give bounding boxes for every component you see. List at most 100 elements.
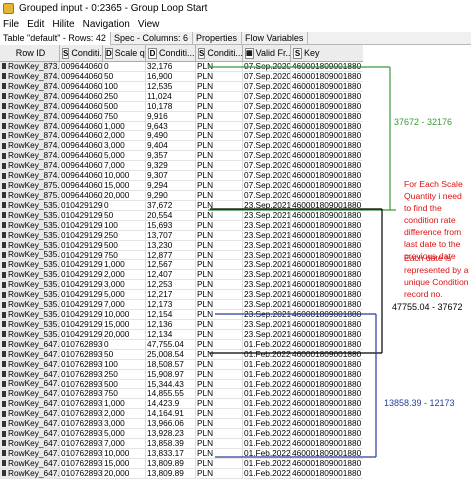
- cell-valid-from[interactable]: 01.Feb.2022: [244, 389, 291, 399]
- cell-scale-quantity[interactable]: 20,000: [103, 468, 146, 478]
- cell-row-id[interactable]: RowKey_535...: [0, 210, 60, 220]
- cell-condition-rate[interactable]: 12,217: [146, 290, 196, 300]
- cell-currency[interactable]: PLN: [196, 379, 243, 389]
- cell-condition-rate[interactable]: 32,176: [146, 62, 196, 71]
- cell-row-id[interactable]: RowKey_874...: [0, 131, 60, 141]
- cell-valid-from[interactable]: 07.Sep.2020: [244, 171, 291, 181]
- cell-condition-rate[interactable]: 13,928.23: [146, 429, 196, 439]
- table-row[interactable]: RowKey_647... 0107628937 7,000 13,858.39 PLN…: [0, 439, 363, 449]
- cell-condition-record[interactable]: 0104291290: [61, 200, 103, 210]
- table-row[interactable]: RowKey_647... 0107628937 0 47,755.04 PLN 01.F…: [0, 339, 363, 350]
- cell-scale-quantity[interactable]: 2,000: [103, 409, 146, 419]
- cell-row-id[interactable]: RowKey_647...: [0, 399, 60, 409]
- cell-currency[interactable]: PLN: [196, 310, 243, 319]
- cell-valid-from[interactable]: 23.Sep.2021: [244, 280, 291, 290]
- cell-condition-rate[interactable]: 15,344.43: [146, 379, 196, 389]
- cell-valid-from[interactable]: 01.Feb.2022: [244, 399, 291, 409]
- cell-currency[interactable]: PLN: [196, 161, 243, 171]
- cell-currency[interactable]: PLN: [196, 389, 243, 399]
- cell-scale-quantity[interactable]: 750: [103, 111, 146, 121]
- cell-valid-from[interactable]: 23.Sep.2021: [244, 220, 291, 230]
- table-row[interactable]: RowKey_647... 0107628937 250 15,908.97 PLN 01…: [0, 369, 363, 380]
- cell-key[interactable]: 460001809001880: [292, 458, 362, 468]
- table-row[interactable]: RowKey_535... 0104291290 2,000 12,407 PLN 23.…: [0, 270, 363, 281]
- cell-row-id[interactable]: RowKey_647...: [0, 409, 60, 419]
- table-row[interactable]: RowKey_647... 0107628937 2,000 14,164.91 PLN…: [0, 409, 363, 420]
- cell-currency[interactable]: PLN: [196, 71, 243, 81]
- cell-scale-quantity[interactable]: 50: [103, 349, 146, 359]
- cell-key[interactable]: 460001809001880: [292, 369, 362, 379]
- cell-condition-record[interactable]: 0096440608: [61, 161, 103, 171]
- cell-key[interactable]: 460001809001880: [292, 240, 362, 250]
- cell-currency[interactable]: PLN: [196, 62, 243, 71]
- column-header-condition-rate[interactable]: D Conditi...: [146, 45, 196, 61]
- cell-condition-rate[interactable]: 16,900: [146, 71, 196, 81]
- cell-row-id[interactable]: RowKey_535...: [0, 250, 60, 260]
- cell-condition-record[interactable]: 0104291290: [61, 329, 103, 339]
- cell-condition-rate[interactable]: 12,253: [146, 280, 196, 290]
- table-row[interactable]: RowKey_535... 0104291290 500 13,230 PLN 23.Se…: [0, 240, 363, 251]
- cell-condition-record[interactable]: 0104291290: [61, 260, 103, 270]
- cell-currency[interactable]: PLN: [196, 111, 243, 121]
- column-header-key[interactable]: S Key: [293, 47, 320, 59]
- cell-valid-from[interactable]: 23.Sep.2021: [244, 310, 291, 319]
- tab-flow-variables[interactable]: Flow Variables: [242, 32, 309, 45]
- cell-valid-from[interactable]: 01.Feb.2022: [244, 349, 291, 359]
- cell-currency[interactable]: PLN: [196, 151, 243, 161]
- cell-valid-from[interactable]: 07.Sep.2020: [244, 81, 291, 91]
- table-row[interactable]: RowKey_535... 0104291290 250 13,707 PLN 23.Se…: [0, 230, 363, 241]
- cell-key[interactable]: 460001809001880: [292, 329, 362, 339]
- menu-file[interactable]: File: [3, 19, 20, 30]
- table-row[interactable]: RowKey_647... 0107628937 50 25,008.54 PLN 01.…: [0, 349, 363, 360]
- cell-row-id[interactable]: RowKey_535...: [0, 220, 60, 230]
- cell-currency[interactable]: PLN: [196, 349, 243, 359]
- cell-currency[interactable]: PLN: [196, 200, 243, 210]
- cell-currency[interactable]: PLN: [196, 141, 243, 151]
- cell-valid-from[interactable]: 01.Feb.2022: [244, 429, 291, 439]
- cell-currency[interactable]: PLN: [196, 270, 243, 280]
- cell-valid-from[interactable]: 07.Sep.2020: [244, 121, 291, 131]
- cell-condition-rate[interactable]: 12,173: [146, 300, 196, 310]
- cell-valid-from[interactable]: 07.Sep.2020: [244, 141, 291, 151]
- table-row[interactable]: RowKey_874... 0096440608 2,000 9,490 PLN 07.S…: [0, 131, 363, 142]
- cell-currency[interactable]: PLN: [196, 131, 243, 141]
- tab-table[interactable]: Table "default" - Rows: 42: [0, 32, 111, 45]
- cell-valid-from[interactable]: 07.Sep.2020: [244, 161, 291, 171]
- cell-condition-record[interactable]: 0104291290: [61, 300, 103, 310]
- cell-currency[interactable]: PLN: [196, 439, 243, 448]
- cell-row-id[interactable]: RowKey_535...: [0, 270, 60, 280]
- cell-currency[interactable]: PLN: [196, 329, 243, 339]
- cell-condition-rate[interactable]: 9,490: [146, 131, 196, 141]
- cell-valid-from[interactable]: 01.Feb.2022: [244, 458, 291, 468]
- cell-valid-from[interactable]: 01.Feb.2022: [244, 448, 291, 458]
- cell-valid-from[interactable]: 01.Feb.2022: [244, 359, 291, 369]
- cell-condition-record[interactable]: 0096440608: [61, 171, 103, 181]
- cell-scale-quantity[interactable]: 7,000: [103, 300, 146, 310]
- cell-condition-rate[interactable]: 11,024: [146, 91, 196, 101]
- cell-scale-quantity[interactable]: 250: [103, 230, 146, 240]
- cell-key[interactable]: 460001809001880: [292, 290, 362, 300]
- table-row[interactable]: RowKey_647... 0107628937 750 14,855.55 PLN 01…: [0, 389, 363, 400]
- cell-scale-quantity[interactable]: 3,000: [103, 280, 146, 290]
- menu-hilite[interactable]: Hilite: [52, 19, 75, 30]
- table-row[interactable]: RowKey_535... 0104291290 3,000 12,253 PLN 23.…: [0, 280, 363, 291]
- cell-scale-quantity[interactable]: 250: [103, 91, 146, 101]
- cell-currency[interactable]: PLN: [196, 280, 243, 290]
- cell-currency[interactable]: PLN: [196, 419, 243, 429]
- cell-scale-quantity[interactable]: 1,000: [103, 121, 146, 131]
- table-row[interactable]: RowKey_875... 0096440608 15,000 9,294 PLN 07.…: [0, 181, 363, 191]
- cell-condition-record[interactable]: 0096440608: [61, 190, 103, 200]
- table-row[interactable]: RowKey_874... 0096440608 3,000 9,404 PLN 07.S…: [0, 141, 363, 152]
- column-header-row-id[interactable]: Row ID: [0, 45, 60, 61]
- cell-row-id[interactable]: RowKey_535...: [0, 310, 60, 319]
- cell-key[interactable]: 460001809001880: [292, 468, 362, 478]
- cell-currency[interactable]: PLN: [196, 300, 243, 310]
- cell-condition-rate[interactable]: 13,707: [146, 230, 196, 240]
- cell-row-id[interactable]: RowKey_647...: [0, 379, 60, 389]
- cell-condition-rate[interactable]: 13,809.89: [146, 458, 196, 468]
- cell-row-id[interactable]: RowKey_874...: [0, 81, 60, 91]
- cell-scale-quantity[interactable]: 15,000: [103, 181, 146, 190]
- cell-condition-record[interactable]: 0096440608: [61, 101, 103, 111]
- cell-row-id[interactable]: RowKey_647...: [0, 429, 60, 439]
- cell-condition-rate[interactable]: 13,833.17: [146, 448, 196, 458]
